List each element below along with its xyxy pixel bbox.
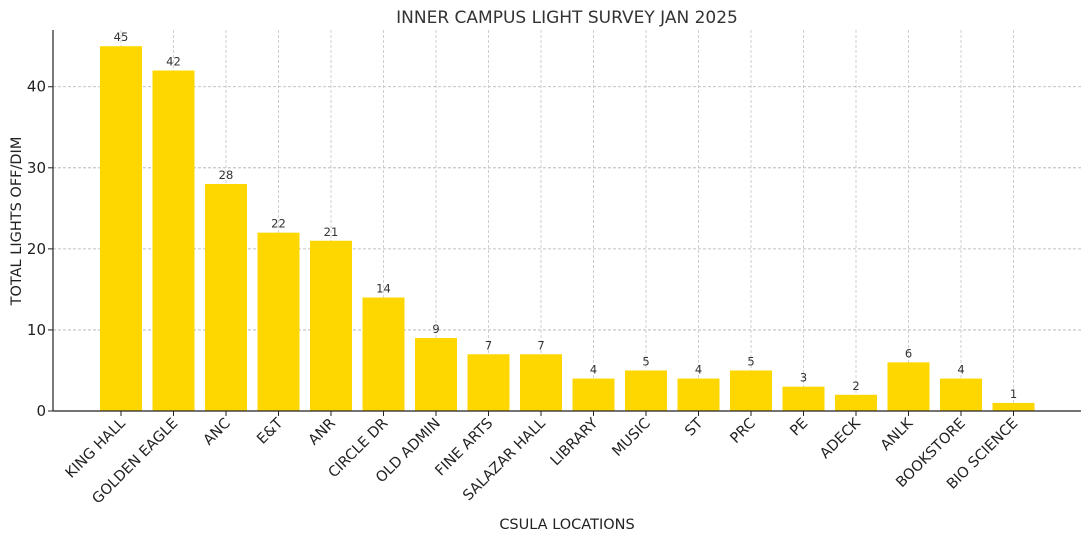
data-label: 28: [219, 168, 234, 182]
data-label: 22: [271, 217, 286, 231]
x-tick-label: PRC: [728, 416, 759, 447]
bar: [152, 70, 195, 411]
x-tick-label: E&T: [254, 415, 286, 447]
y-tick-label: 30: [27, 159, 46, 177]
data-label: 3: [800, 371, 807, 385]
x-tick-label: PE: [787, 416, 811, 440]
x-tick-label: ST: [682, 415, 706, 439]
bar: [677, 378, 720, 411]
data-label: 4: [957, 363, 964, 377]
bar: [415, 338, 457, 411]
y-tick-label: 20: [27, 240, 46, 258]
y-tick-label: 40: [27, 78, 46, 96]
y-axis-label: TOTAL LIGHTS OFF/DIM: [9, 137, 25, 307]
bar: [467, 354, 510, 411]
data-label: 45: [114, 30, 129, 44]
data-label: 2: [852, 379, 859, 393]
chart-title: INNER CAMPUS LIGHT SURVEY JAN 2025: [396, 8, 738, 28]
data-label: 7: [485, 338, 492, 352]
data-label: 4: [590, 363, 597, 377]
bar: [205, 184, 247, 411]
data-label: 1: [1010, 387, 1017, 401]
data-label: 5: [642, 354, 649, 368]
bar: [730, 370, 772, 411]
bar: [887, 362, 930, 411]
bar: [625, 370, 667, 411]
x-tick-label: ANLK: [878, 415, 917, 454]
bar: [310, 240, 352, 411]
bar: [520, 354, 562, 411]
x-axis-label: CSULA LOCATIONS: [499, 517, 634, 533]
data-label: 42: [166, 55, 181, 69]
x-tick-label: ANR: [306, 416, 339, 449]
bar: [835, 394, 877, 411]
bar: [572, 378, 615, 411]
data-label: 5: [747, 354, 754, 368]
data-label: 14: [376, 282, 391, 296]
x-tick-label: MUSIC: [609, 416, 653, 460]
data-label: 7: [537, 338, 544, 352]
data-label: 9: [432, 322, 439, 336]
data-label: 4: [695, 363, 702, 377]
bar: [257, 232, 300, 411]
bar: [940, 378, 982, 411]
data-label: 21: [324, 225, 339, 239]
x-tick-label: ADECK: [817, 415, 864, 462]
bar: [992, 402, 1035, 411]
y-tick-label: 10: [27, 321, 46, 339]
y-tick-label: 0: [36, 402, 46, 420]
bar: [100, 46, 142, 411]
x-tick-label: LIBRARY: [548, 415, 602, 469]
x-tick-label: ANC: [201, 416, 234, 449]
bar: [782, 386, 825, 411]
axes: [48, 30, 1081, 416]
data-label: 6: [905, 346, 912, 360]
bar: [362, 297, 405, 411]
